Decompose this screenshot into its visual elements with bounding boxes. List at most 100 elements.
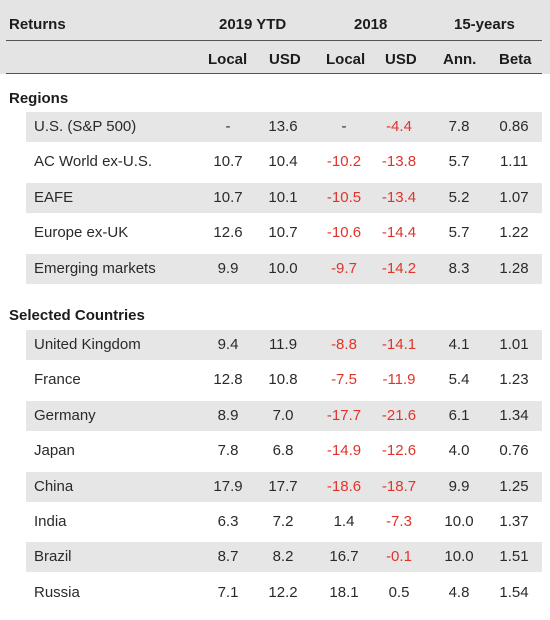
header-divider-top bbox=[6, 40, 542, 41]
table-row: EAFE 10.7 10.1 -10.5 -13.4 5.2 1.07 bbox=[26, 183, 542, 213]
cell-u2018: -12.6 bbox=[381, 442, 417, 459]
cell-u2019: 8.2 bbox=[272, 548, 294, 565]
cell-beta: 1.54 bbox=[499, 584, 529, 601]
cell-u2019: 7.0 bbox=[272, 407, 294, 424]
cell-l2019: 10.7 bbox=[213, 189, 243, 206]
cell-ann: 5.7 bbox=[448, 224, 470, 241]
cell-u2019: 10.7 bbox=[268, 224, 298, 241]
cell-l2019: 9.9 bbox=[217, 260, 239, 277]
row-label: Europe ex-UK bbox=[34, 224, 129, 241]
row-label: Germany bbox=[34, 407, 96, 424]
cell-l2018: -18.6 bbox=[326, 478, 362, 495]
cell-u2018: -18.7 bbox=[381, 478, 417, 495]
cell-l2018: -17.7 bbox=[326, 407, 362, 424]
header-returns: Returns bbox=[9, 16, 66, 33]
cell-l2019: 9.4 bbox=[217, 336, 239, 353]
cell-u2019: 10.0 bbox=[268, 260, 298, 277]
cell-ann: 4.0 bbox=[448, 442, 470, 459]
cell-u2018: -13.8 bbox=[381, 153, 417, 170]
section-title: Selected Countries bbox=[9, 307, 145, 324]
cell-l2018: -9.7 bbox=[331, 260, 357, 277]
row-label: Emerging markets bbox=[34, 260, 156, 277]
cell-l2019: 6.3 bbox=[217, 513, 239, 530]
header-group-2019-ytd: 2019 YTD bbox=[219, 16, 287, 33]
cell-u2019: 17.7 bbox=[268, 478, 298, 495]
cell-l2018: -10.2 bbox=[326, 153, 362, 170]
cell-l2019: 12.6 bbox=[213, 224, 243, 241]
cell-ann: 4.1 bbox=[448, 336, 470, 353]
cell-u2018: -4.4 bbox=[386, 118, 412, 135]
row-label: U.S. (S&P 500) bbox=[34, 118, 137, 135]
cell-l2019: 7.1 bbox=[217, 584, 239, 601]
cell-beta: 1.07 bbox=[499, 189, 529, 206]
cell-ann: 6.1 bbox=[448, 407, 470, 424]
cell-u2018: -0.1 bbox=[386, 548, 412, 565]
col-header-beta: Beta bbox=[499, 51, 532, 68]
row-label: United Kingdom bbox=[34, 336, 141, 353]
cell-u2018: -7.3 bbox=[386, 513, 412, 530]
cell-ann: 9.9 bbox=[448, 478, 470, 495]
header-band bbox=[0, 0, 550, 74]
cell-l2019: 17.9 bbox=[213, 478, 243, 495]
table-row: Germany 8.9 7.0 -17.7 -21.6 6.1 1.34 bbox=[26, 401, 542, 431]
cell-l2018: 16.7 bbox=[329, 548, 359, 565]
table-row: AC World ex-U.S. 10.7 10.4 -10.2 -13.8 5.7 1.1… bbox=[26, 147, 542, 177]
cell-ann: 5.7 bbox=[448, 153, 470, 170]
row-label: EAFE bbox=[34, 189, 74, 206]
cell-u2018: -13.4 bbox=[381, 189, 417, 206]
cell-u2018: -14.4 bbox=[381, 224, 417, 241]
cell-ann: 8.3 bbox=[448, 260, 470, 277]
cell-l2019: 10.7 bbox=[213, 153, 243, 170]
cell-u2018: -14.2 bbox=[381, 260, 417, 277]
cell-u2019: 10.8 bbox=[268, 371, 298, 388]
cell-u2019: 7.2 bbox=[272, 513, 294, 530]
col-header-local-2019: Local bbox=[208, 51, 248, 68]
cell-beta: 1.25 bbox=[499, 478, 529, 495]
cell-ann: 5.2 bbox=[448, 189, 470, 206]
cell-beta: 1.37 bbox=[499, 513, 529, 530]
cell-u2018: -21.6 bbox=[381, 407, 417, 424]
cell-l2018: -10.6 bbox=[326, 224, 362, 241]
cell-l2018: -8.8 bbox=[331, 336, 357, 353]
cell-beta: 0.76 bbox=[499, 442, 529, 459]
table-row: Brazil 8.7 8.2 16.7 -0.1 10.0 1.51 bbox=[26, 542, 542, 572]
row-label: Brazil bbox=[34, 548, 72, 565]
table-row: Japan 7.8 6.8 -14.9 -12.6 4.0 0.76 bbox=[26, 436, 542, 466]
row-label: Japan bbox=[34, 442, 75, 459]
cell-l2019: 8.9 bbox=[217, 407, 239, 424]
col-header-usd-2018: USD bbox=[385, 51, 417, 68]
cell-beta: 1.22 bbox=[499, 224, 529, 241]
cell-u2018: -11.9 bbox=[382, 371, 416, 388]
row-label: AC World ex-U.S. bbox=[34, 153, 153, 170]
cell-beta: 1.01 bbox=[499, 336, 529, 353]
cell-beta: 1.11 bbox=[499, 153, 529, 170]
cell-l2019: 12.8 bbox=[213, 371, 243, 388]
table-row: China 17.9 17.7 -18.6 -18.7 9.9 1.25 bbox=[26, 472, 542, 502]
cell-l2019: 7.8 bbox=[217, 442, 239, 459]
row-label: France bbox=[34, 371, 81, 388]
cell-ann: 7.8 bbox=[448, 118, 470, 135]
table-row: U.S. (S&P 500) - 13.6 - -4.4 7.8 0.86 bbox=[26, 112, 542, 142]
cell-l2018: - bbox=[341, 118, 347, 135]
header-group-2018: 2018 bbox=[354, 16, 388, 33]
table-row: Europe ex-UK 12.6 10.7 -10.6 -14.4 5.7 1.22 bbox=[26, 218, 542, 248]
cell-u2018: -14.1 bbox=[381, 336, 417, 353]
cell-u2019: 6.8 bbox=[272, 442, 294, 459]
table-row: Russia 7.1 12.2 18.1 0.5 4.8 1.54 bbox=[26, 578, 542, 608]
cell-u2019: 10.1 bbox=[268, 189, 298, 206]
row-label: India bbox=[34, 513, 67, 530]
cell-u2019: 10.4 bbox=[268, 153, 298, 170]
row-label: China bbox=[34, 478, 74, 495]
cell-beta: 1.51 bbox=[499, 548, 529, 565]
cell-ann: 10.0 bbox=[444, 513, 474, 530]
table-row: United Kingdom 9.4 11.9 -8.8 -14.1 4.1 1.01 bbox=[26, 330, 542, 360]
col-header-ann: Ann. bbox=[443, 51, 477, 68]
cell-l2019: - bbox=[225, 118, 231, 135]
section-title: Regions bbox=[9, 90, 69, 107]
cell-l2018: -14.9 bbox=[326, 442, 362, 459]
cell-ann: 4.8 bbox=[448, 584, 470, 601]
cell-beta: 1.28 bbox=[499, 260, 529, 277]
cell-beta: 0.86 bbox=[499, 118, 529, 135]
table-row: India 6.3 7.2 1.4 -7.3 10.0 1.37 bbox=[26, 507, 542, 537]
row-label: Russia bbox=[34, 584, 80, 601]
